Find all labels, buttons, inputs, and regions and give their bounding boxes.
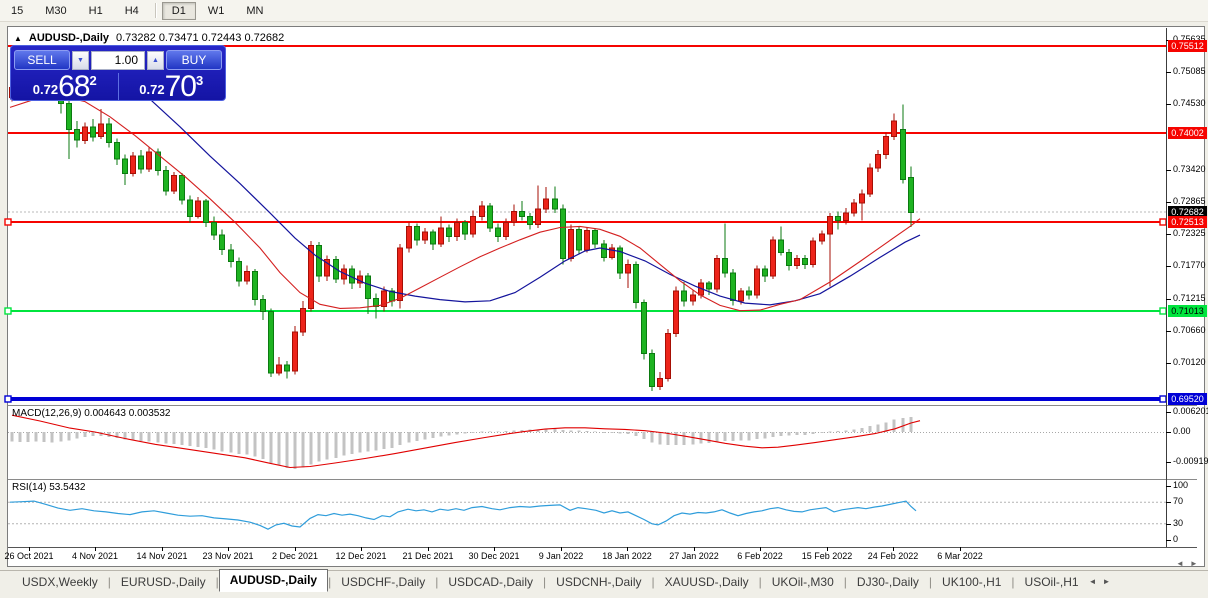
tab-usdx-weekly[interactable]: USDX,Weekly: [22, 574, 98, 589]
timeframe-button-h4[interactable]: H4: [124, 4, 139, 17]
tab-audusd-daily[interactable]: AUDUSD-,Daily: [218, 568, 329, 592]
price-axis-tick: 0.00: [1173, 426, 1191, 436]
price-badge-0.71013: 0.71013: [1168, 305, 1207, 317]
price-badge-0.74002: 0.74002: [1168, 127, 1207, 139]
price-axis-tick: -0.00919: [1173, 456, 1208, 466]
one-click-trading-panel: SELL ▼ 1.00 ▲ BUY 0.72 68 2 0.72 70 3: [10, 45, 226, 103]
macd-name: MACD(12,26,9): [12, 408, 82, 419]
price-badge-0.75512: 0.75512: [1168, 40, 1207, 52]
sell-price-big: 68: [58, 70, 90, 103]
tab-dj30-daily[interactable]: DJ30-,Daily: [856, 574, 919, 589]
price-axis-tick: 0.72325: [1173, 228, 1206, 238]
price-axis-tick: 0.75085: [1173, 66, 1206, 76]
timeframe-button-mn[interactable]: MN: [246, 4, 264, 17]
date-axis-label: 14 Nov 2021: [136, 551, 188, 561]
price-badge-0.72513: 0.72513: [1168, 216, 1207, 228]
timeframe-button-d1[interactable]: D1: [161, 1, 196, 20]
date-axis-label: 18 Jan 2022: [602, 551, 652, 561]
sell-button[interactable]: SELL: [14, 50, 70, 70]
date-axis-label: 15 Feb 2022: [801, 551, 853, 561]
buy-price-small: 0.72: [139, 82, 165, 97]
buy-button[interactable]: BUY: [166, 50, 222, 70]
price-axis-tick: 0.70660: [1173, 325, 1206, 335]
date-axis-label: 23 Nov 2021: [202, 551, 254, 561]
price-axis-tick: 0.72865: [1173, 196, 1206, 206]
tab-separator: |: [928, 574, 933, 589]
toolbar-separator: [154, 3, 156, 18]
tab-separator: |: [758, 574, 762, 589]
buy-price[interactable]: 0.72 70 3: [121, 70, 223, 103]
date-axis-label: 21 Dec 2021: [402, 551, 454, 561]
price-divider: [117, 73, 119, 100]
price-axis-tick: 0.75635: [1173, 34, 1206, 44]
date-axis-label: 4 Nov 2021: [71, 551, 119, 561]
tab-separator: |: [328, 574, 332, 589]
date-axis-label: 30 Dec 2021: [468, 551, 520, 561]
price-badge-0.69520: 0.69520: [1168, 393, 1207, 405]
tab-usdcad-daily[interactable]: USDCAD-,Daily: [448, 574, 534, 589]
date-axis-label: 24 Feb 2022: [867, 551, 919, 561]
timeframe-toolbar: 15 M30 H1 H4 D1 W1 MN: [0, 0, 1208, 22]
date-axis-label: 6 Mar 2022: [937, 551, 983, 561]
tab-usdcnh-daily[interactable]: USDCNH-,Daily: [556, 574, 642, 589]
date-axis-label: 26 Oct 2021: [4, 551, 54, 561]
price-axis-tick: 100: [1173, 480, 1189, 490]
symbol-tabbar: USDX,Weekly | EURUSD-,Daily | AUDUSD-,Daily |…: [0, 568, 1208, 592]
tab-usdchf-daily[interactable]: USDCHF-,Daily: [341, 574, 426, 589]
timeframe-button-m30[interactable]: M30: [45, 4, 67, 17]
price-axis-tick: 0.70120: [1173, 357, 1206, 367]
tab-usoil-h1[interactable]: USOil-,H1: [1024, 574, 1079, 589]
sell-price[interactable]: 0.72 68 2: [14, 70, 116, 103]
timeframe-button-15[interactable]: 15: [11, 4, 24, 17]
rsi-value: 53.5432: [49, 482, 86, 493]
date-axis-label: 12 Dec 2021: [335, 551, 387, 561]
price-axis-tick: 0.006201: [1173, 406, 1208, 416]
rsi-name: RSI(14): [12, 482, 47, 493]
buy-price-big: 70: [164, 70, 197, 103]
tab-separator: |: [843, 574, 847, 589]
tab-separator: |: [543, 574, 547, 589]
price-badge-0.72682: 0.72682: [1168, 206, 1207, 218]
volume-increase-icon[interactable]: ▲: [147, 50, 164, 70]
date-axis-label: 6 Feb 2022: [737, 551, 783, 561]
price-axis-tick: 70: [1173, 496, 1184, 506]
volume-input[interactable]: 1.00: [91, 50, 145, 70]
tab-xauusd-daily[interactable]: XAUUSD-,Daily: [664, 574, 749, 589]
chart-window: [7, 26, 1205, 567]
tab-separator: |: [1011, 574, 1015, 589]
volume-decrease-icon[interactable]: ▼: [72, 50, 89, 70]
date-axis-label: 2 Dec 2021: [271, 551, 319, 561]
tabbar-scroll-arrows[interactable]: ◄►: [1088, 577, 1117, 586]
chart-title-bar: ▲ AUDUSD-,Daily 0.73282 0.73471 0.72443 …: [14, 32, 284, 44]
buy-price-sup: 3: [195, 73, 204, 88]
chart-symbol-label: AUDUSD-,Daily: [28, 32, 109, 44]
date-axis-label: 27 Jan 2022: [669, 551, 719, 561]
tab-ukoil-m30[interactable]: UKOil-,M30: [771, 574, 834, 589]
sell-price-sup: 2: [89, 73, 97, 88]
timeframe-button-w1[interactable]: W1: [207, 4, 225, 17]
price-axis-tick: 0: [1173, 534, 1179, 544]
chart-scroll-arrows[interactable]: ◄►: [1176, 559, 1204, 568]
tab-uk100-h1[interactable]: UK100-,H1: [942, 574, 1002, 589]
macd-label: MACD(12,26,9) 0.004643 0.003532: [12, 408, 170, 419]
timeframe-button-h1[interactable]: H1: [88, 4, 103, 17]
tab-separator: |: [435, 574, 439, 589]
price-axis-tick: 0.71770: [1173, 260, 1206, 270]
tab-eurusd-daily[interactable]: EURUSD-,Daily: [120, 574, 206, 589]
macd-signal-value: 0.003532: [128, 408, 171, 419]
chart-ohlc-values: 0.73282 0.73471 0.72443 0.72682: [116, 32, 285, 44]
rsi-label: RSI(14) 53.5432: [12, 482, 85, 493]
tab-separator: |: [215, 574, 219, 589]
price-axis-tick: 0.73420: [1173, 164, 1206, 174]
tab-separator: |: [651, 574, 655, 589]
tab-separator: |: [107, 574, 111, 589]
macd-main-value: 0.004643: [84, 408, 126, 419]
price-axis-tick: 30: [1173, 518, 1184, 528]
price-axis-tick: 0.74530: [1173, 98, 1206, 108]
price-axis-tick: 0.71215: [1173, 293, 1206, 303]
date-axis-label: 9 Jan 2022: [538, 551, 584, 561]
sell-price-small: 0.72: [32, 82, 59, 97]
collapse-panel-icon[interactable]: ▲: [14, 33, 22, 43]
